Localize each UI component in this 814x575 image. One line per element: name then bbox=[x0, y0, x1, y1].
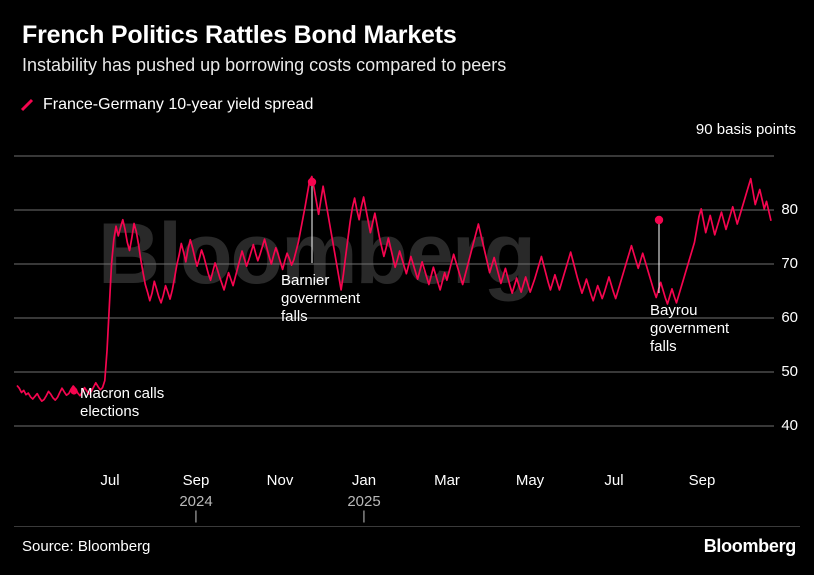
annotation-marker-macron bbox=[70, 387, 78, 395]
annotation-bayrou-government-falls: Bayrou government falls bbox=[650, 302, 730, 355]
x-tick-may-2025: May bbox=[515, 472, 545, 489]
source-note: Source: Bloomberg bbox=[22, 538, 151, 555]
page-title: French Politics Rattles Bond Markets bbox=[22, 21, 457, 49]
x-year-2025-divider: | bbox=[362, 508, 366, 523]
footer-divider bbox=[14, 526, 800, 527]
series-line bbox=[16, 175, 772, 403]
x-tick-mar-2025: Mar bbox=[434, 472, 460, 489]
plot-area: Macron calls elections Barnier governmen… bbox=[14, 145, 774, 455]
y-axis-units-label: 90 basis points bbox=[695, 121, 796, 138]
x-tick-jul-2025: Jul bbox=[604, 472, 624, 489]
y-tick-80: 80 bbox=[781, 201, 798, 218]
annotation-barnier-government-falls: Barnier government falls bbox=[281, 272, 361, 325]
chart-legend: France-Germany 10-year yield spread bbox=[20, 96, 313, 114]
annotation-macron-calls-elections: Macron calls elections bbox=[80, 385, 165, 420]
x-tick-sep-2025: Sep bbox=[688, 472, 716, 489]
annotation-marker-barnier bbox=[307, 177, 317, 187]
y-tick-40: 40 bbox=[781, 417, 798, 434]
annotation-leaders bbox=[311, 182, 660, 293]
y-tick-60: 60 bbox=[781, 309, 798, 326]
annotation-marker-bayrou bbox=[654, 215, 664, 225]
legend-series-label: France-Germany 10-year yield spread bbox=[43, 96, 314, 113]
y-tick-50: 50 bbox=[781, 363, 798, 380]
series-canvas bbox=[14, 155, 774, 427]
chart-subtitle: Instability has pushed up borrowing cost… bbox=[22, 55, 507, 75]
x-year-2024-divider: | bbox=[194, 508, 198, 523]
x-year-2024-label: 2024 bbox=[179, 493, 213, 510]
x-tick-nov-2024: Nov bbox=[266, 472, 294, 489]
x-tick-jan-2025: Jan bbox=[351, 472, 377, 489]
x-tick-jul-2024: Jul bbox=[100, 472, 120, 489]
brand-logo: Bloomberg bbox=[703, 536, 797, 556]
x-tick-sep-2024: Sep bbox=[182, 472, 210, 489]
chart-header: French Politics Rattles Bond Markets Ins… bbox=[22, 20, 802, 77]
y-tick-70: 70 bbox=[781, 255, 798, 272]
x-year-2025-label: 2025 bbox=[347, 493, 381, 510]
line-segment-icon bbox=[20, 98, 34, 112]
x-year-2024: 2024 | bbox=[170, 493, 222, 523]
x-year-2025: 2025 | bbox=[338, 493, 390, 523]
